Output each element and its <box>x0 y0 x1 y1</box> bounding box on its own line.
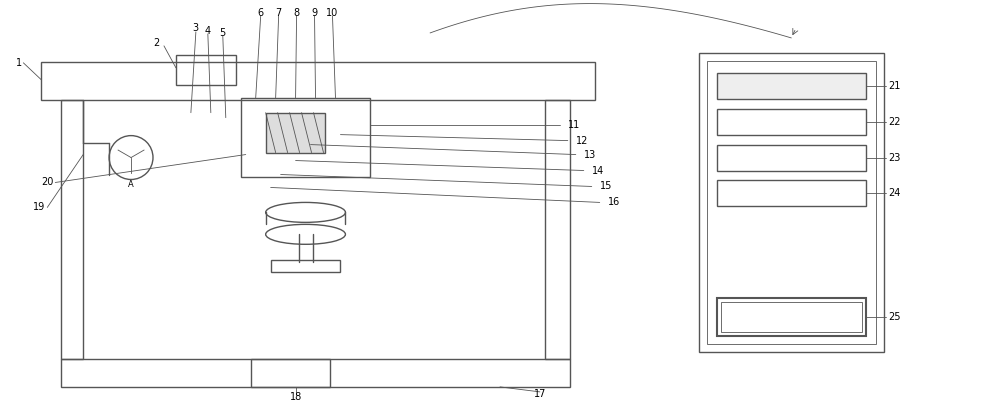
Text: 23: 23 <box>888 153 900 162</box>
Bar <box>61 359 570 387</box>
Text: 19: 19 <box>33 202 45 212</box>
Text: 22: 22 <box>888 116 900 127</box>
Text: 2: 2 <box>153 38 159 48</box>
Text: 13: 13 <box>584 150 596 160</box>
Text: 25: 25 <box>888 312 900 322</box>
Bar <box>717 73 866 99</box>
Text: 24: 24 <box>888 189 900 198</box>
Bar <box>717 145 866 170</box>
Bar <box>41 62 595 100</box>
Bar <box>61 100 83 359</box>
Text: 10: 10 <box>326 8 339 18</box>
Bar <box>717 181 866 206</box>
Bar <box>241 98 370 177</box>
Text: 15: 15 <box>600 181 612 191</box>
Bar <box>176 55 236 85</box>
Bar <box>717 109 866 135</box>
Text: 7: 7 <box>276 8 282 18</box>
Text: 8: 8 <box>294 8 300 18</box>
Text: 21: 21 <box>888 81 900 91</box>
Bar <box>707 61 876 344</box>
Text: 20: 20 <box>41 177 53 187</box>
Bar <box>251 359 330 387</box>
Text: 16: 16 <box>608 197 620 208</box>
Bar <box>717 298 866 336</box>
Text: 12: 12 <box>576 135 588 145</box>
Bar <box>721 302 862 332</box>
Text: 18: 18 <box>289 392 302 402</box>
Bar <box>699 53 884 352</box>
Text: 4: 4 <box>205 26 211 36</box>
Text: 17: 17 <box>534 389 546 399</box>
Text: A: A <box>128 180 134 189</box>
Text: 6: 6 <box>258 8 264 18</box>
Text: 1: 1 <box>16 58 22 68</box>
Text: 3: 3 <box>193 23 199 33</box>
Text: 5: 5 <box>220 28 226 38</box>
Bar <box>545 100 570 359</box>
Text: 9: 9 <box>311 8 318 18</box>
Text: 14: 14 <box>592 166 604 176</box>
Bar <box>266 113 325 153</box>
Text: 11: 11 <box>568 120 580 130</box>
Bar <box>271 260 340 272</box>
